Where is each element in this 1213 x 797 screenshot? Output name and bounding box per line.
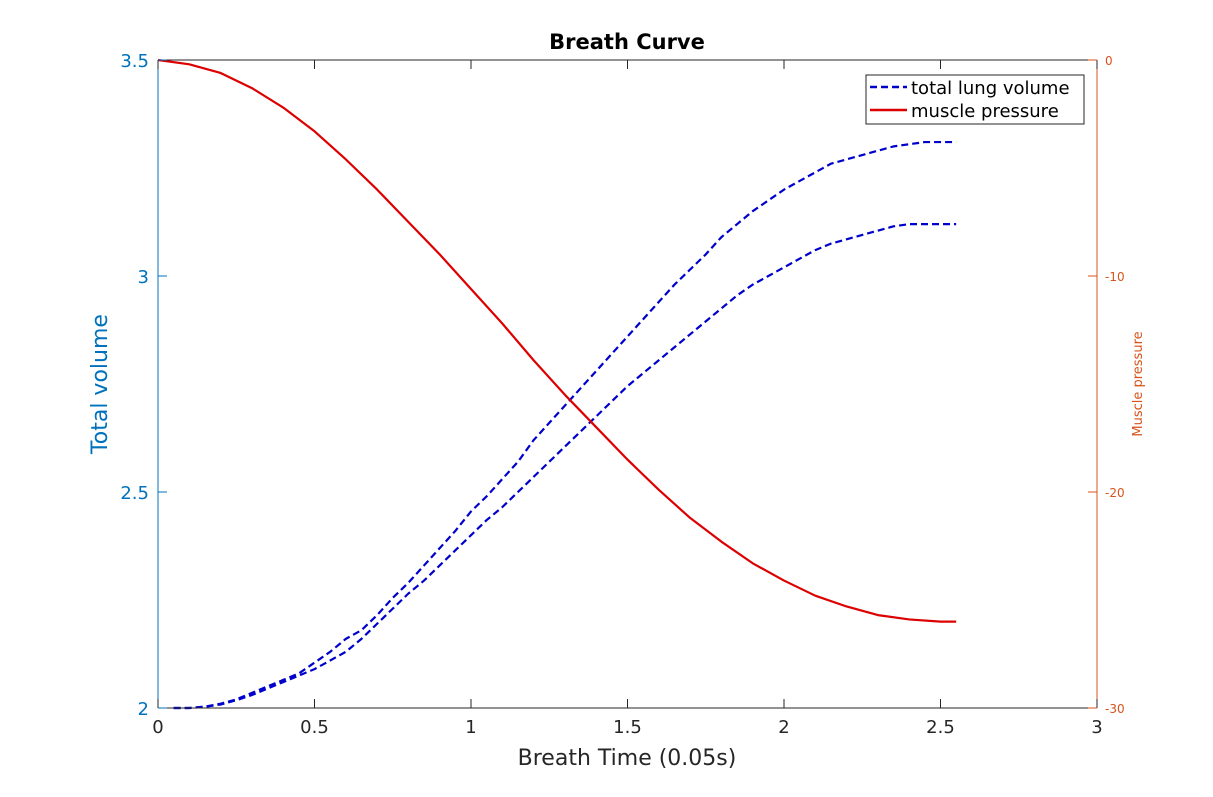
y-axis-left-label: Total volume: [88, 314, 113, 455]
legend-box: [865, 74, 1085, 125]
y-axis-right-label: Muscle pressure: [1131, 331, 1146, 436]
y-right-tick-label: 0: [1105, 54, 1113, 68]
y-left-tick-label: 2: [138, 699, 149, 720]
x-tick-label: 3: [1091, 717, 1102, 738]
axes-layer: 0 0.5 1 1.5 2 2.5 3 2 2.5 3 3.5 0 -10 -20 -30: [120, 51, 1124, 738]
y-right-tick-label: -10: [1105, 270, 1125, 284]
series-layer: [157, 58, 957, 710]
x-tick-label: 2.5: [926, 717, 955, 738]
y-left-tick-label: 3.5: [120, 51, 149, 72]
legend-label-volume: total lung volume: [911, 78, 1070, 99]
y-left-tick-label: 3: [138, 267, 149, 288]
x-tick-label: 0: [152, 717, 163, 738]
x-tick-label: 0.5: [300, 717, 329, 738]
y-right-tick-label: -30: [1105, 702, 1125, 716]
legend: total lung volume muscle pressure: [865, 74, 1085, 125]
x-tick-label: 1: [465, 717, 476, 738]
x-axis-label: Breath Time (0.05s): [518, 746, 737, 771]
series-line-0: [173, 140, 957, 710]
plot-area: 0 0.5 1 1.5 2 2.5 3 2 2.5 3 3.5 0 -10 -20 -30: [120, 51, 1124, 738]
series-line-2: [157, 58, 957, 623]
y-right-tick-label: -20: [1105, 486, 1125, 500]
x-tick-label: 2: [778, 717, 789, 738]
y-left-tick-label: 2.5: [120, 483, 149, 504]
series-line-1: [173, 223, 957, 710]
legend-label-pressure: muscle pressure: [911, 101, 1059, 122]
x-tick-label: 1.5: [613, 717, 642, 738]
chart-title: Breath Curve: [549, 30, 705, 54]
